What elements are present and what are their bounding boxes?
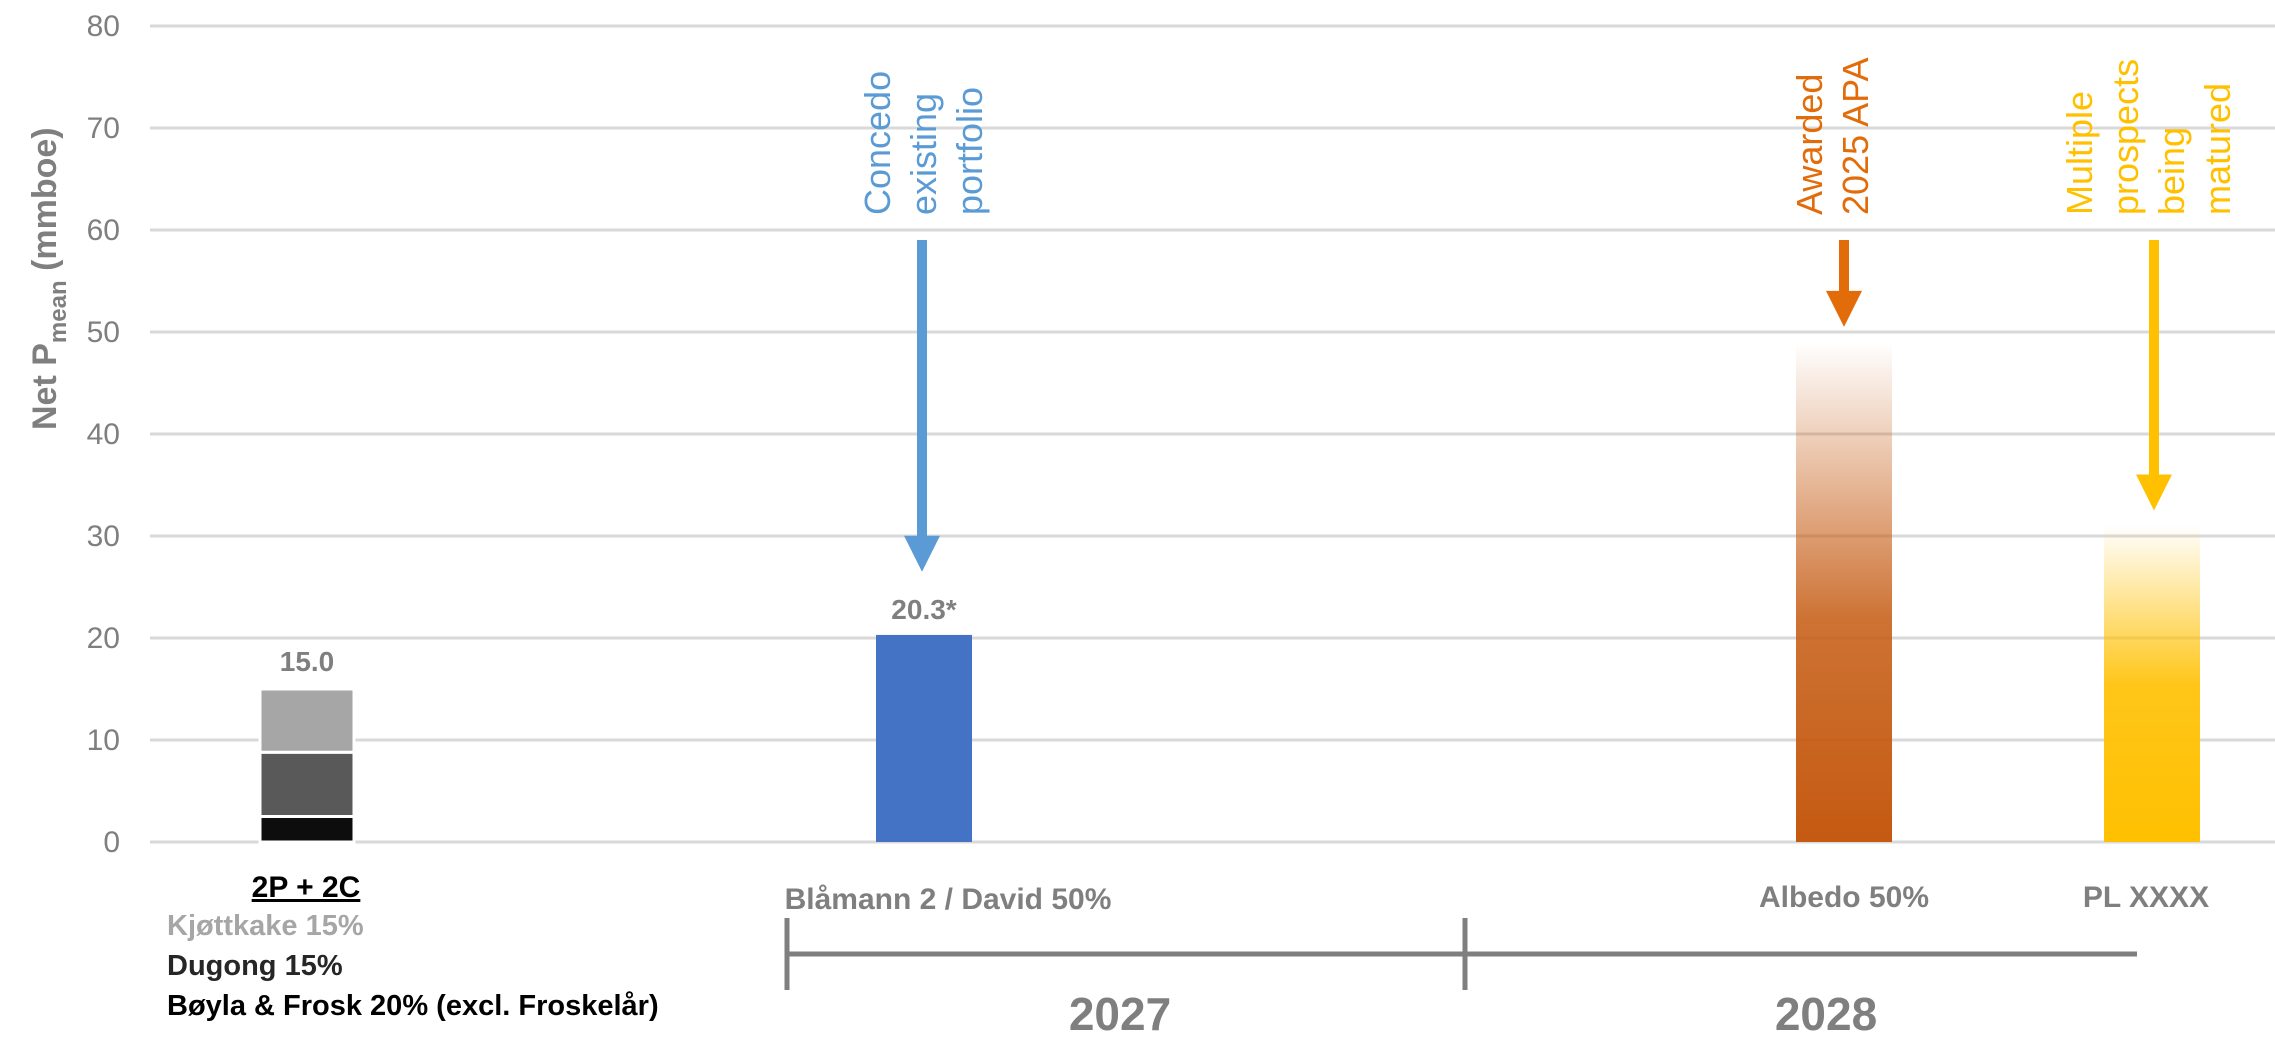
- annotations: Concedo existing portfolio Awarded 2025 APA M…: [857, 58, 2238, 572]
- y-tick-40: 40: [87, 418, 120, 451]
- annotation-1-line-1: 2025 APA: [1835, 58, 1876, 215]
- category-label-pl-xxxx: PL XXXX: [2083, 881, 2209, 914]
- y-axis-ticks: 0 10 20 30 40 50 60 70 80: [87, 10, 120, 859]
- y-tick-20: 20: [87, 622, 120, 655]
- bar-2: [2104, 525, 2200, 842]
- y-tick-50: 50: [87, 316, 120, 349]
- annotation-0-line-2: portfolio: [949, 87, 990, 215]
- y-tick-30: 30: [87, 520, 120, 553]
- annotation-1-line-0: Awarded: [1789, 74, 1830, 215]
- annotation-0: Concedo existing portfolio: [857, 71, 990, 572]
- bar-1: [1796, 342, 1892, 842]
- annotation-0-line-0: Concedo: [857, 71, 898, 215]
- stack-total-label: 15.0: [280, 646, 335, 677]
- annotation-2-line-1: prospects: [2105, 59, 2146, 215]
- annotation-0-arrow-head: [904, 535, 940, 572]
- stack-label-bg: [254, 641, 360, 679]
- gridlines: [150, 24, 2275, 844]
- stack-segment-2: [258, 687, 356, 754]
- category-label-2p-2c: 2P + 2C: [252, 871, 361, 904]
- category-label-blamann: Blåmann 2 / David 50%: [785, 883, 1112, 916]
- annotation-0-line-1: existing: [903, 93, 944, 215]
- legend-kjottkake: Kjøttkake 15%: [167, 910, 364, 942]
- annotation-2-line-3: matured: [2197, 83, 2238, 215]
- legend-dugong: Dugong 15%: [167, 950, 343, 982]
- annotation-1-arrow-head: [1826, 290, 1862, 327]
- annotation-2: Multiple prospects being matured: [2059, 59, 2238, 511]
- year-label-2027: 2027: [1069, 988, 1171, 1038]
- stack-segment-1: [258, 750, 356, 818]
- y-tick-70: 70: [87, 112, 120, 145]
- y-axis-label: Net Pmean (mmboe): [26, 127, 72, 430]
- y-tick-60: 60: [87, 214, 120, 247]
- legend-boyla-frosk: Bøyla & Frosk 20% (excl. Froskelår): [167, 990, 659, 1022]
- year-label-2028: 2028: [1775, 988, 1877, 1038]
- bar-0: [876, 634, 972, 842]
- bars: [258, 342, 2200, 844]
- stack-segment-0: [258, 815, 356, 844]
- category-label-albedo: Albedo 50%: [1759, 881, 1929, 914]
- y-tick-80: 80: [87, 10, 120, 43]
- bar-label-bg-0: [866, 586, 982, 627]
- annotation-2-line-2: being: [2151, 127, 2192, 215]
- annotation-2-line-0: Multiple: [2059, 91, 2100, 215]
- annotation-2-arrow-head: [2136, 474, 2172, 511]
- y-tick-0: 0: [103, 826, 120, 859]
- timeline: [784, 918, 2137, 990]
- y-axis-label-subscript: mean: [45, 280, 72, 343]
- y-tick-10: 10: [87, 724, 120, 757]
- bar-label-0: 20.3*: [891, 594, 956, 625]
- annotation-1: Awarded 2025 APA: [1789, 58, 1876, 327]
- data-labels: 15.0 20.3*: [254, 586, 982, 679]
